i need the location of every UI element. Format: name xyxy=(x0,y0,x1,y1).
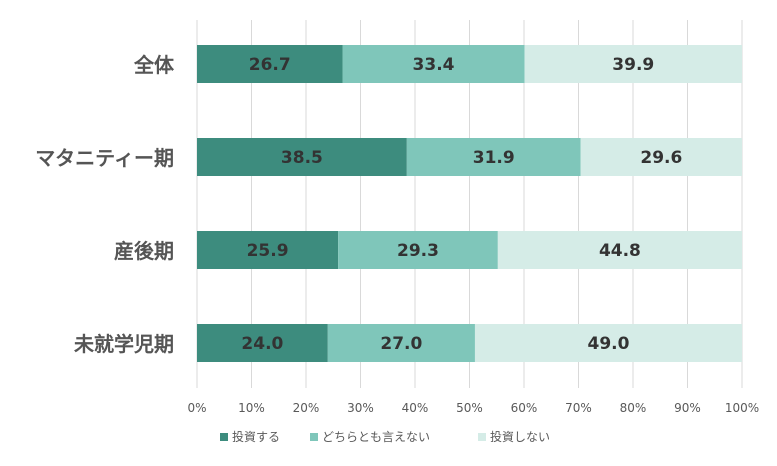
bar-value-label: 44.8 xyxy=(599,241,641,261)
bar-value-label: 24.0 xyxy=(241,334,283,354)
x-tick-label: 60% xyxy=(511,401,538,415)
x-tick-label: 100% xyxy=(725,401,759,415)
x-tick-label: 30% xyxy=(347,401,374,415)
bar-value-label: 27.0 xyxy=(380,334,422,354)
bar-value-label: 49.0 xyxy=(587,334,629,354)
bar-value-label: 31.9 xyxy=(473,148,515,168)
legend-label: 投資しない xyxy=(490,429,550,444)
bar-segment xyxy=(327,324,475,362)
bar-segment xyxy=(338,231,498,269)
legend-swatch xyxy=(310,433,318,441)
legend-swatch xyxy=(220,433,228,441)
legend: 投資する どちらとも言えない 投資しない xyxy=(220,429,550,444)
bar-segment xyxy=(197,45,343,83)
bar-segment xyxy=(497,231,742,269)
x-tick-label: 10% xyxy=(238,401,265,415)
bar-segment xyxy=(406,138,581,176)
bar-segment xyxy=(580,138,742,176)
bar-value-label: 25.9 xyxy=(247,241,289,261)
x-tick-label: 20% xyxy=(293,401,320,415)
legend-label: 投資する xyxy=(232,429,280,444)
bar-value-label: 33.4 xyxy=(413,55,455,75)
legend-label: どちらとも言えない xyxy=(322,430,430,444)
legend-swatch xyxy=(478,433,486,441)
x-tick-label: 90% xyxy=(674,401,701,415)
bar-segment xyxy=(524,45,742,83)
x-tick-label: 50% xyxy=(456,401,483,415)
bars xyxy=(197,45,742,362)
x-tick-label: 80% xyxy=(620,401,647,415)
bar-segment xyxy=(342,45,525,83)
bar-value-label: 26.7 xyxy=(249,55,291,75)
category-label: 産後期 xyxy=(114,239,174,263)
category-label: マタニティー期 xyxy=(35,146,174,170)
x-tick-label: 40% xyxy=(402,401,429,415)
x-tick-label: 70% xyxy=(565,401,592,415)
value-labels: 26.7 33.4 39.9 38.5 31.9 29.6 25.9 29.3 44.8 24.0… xyxy=(241,55,682,354)
category-label: 未就学児期 xyxy=(74,332,174,356)
bar-value-label: 39.9 xyxy=(612,55,654,75)
x-axis-tick-labels: 0% 10% 20% 30% 40% 50% 60% 70% 80% 90% 100% xyxy=(187,401,759,415)
bar-segment xyxy=(197,324,328,362)
category-label: 全体 xyxy=(133,53,175,77)
bar-segment xyxy=(474,324,742,362)
x-tick-label: 0% xyxy=(187,401,206,415)
bar-value-label: 29.3 xyxy=(397,241,439,261)
bar-value-label: 38.5 xyxy=(281,148,323,168)
bar-segment xyxy=(197,231,339,269)
bar-segment xyxy=(197,138,407,176)
bar-value-label: 29.6 xyxy=(640,148,682,168)
